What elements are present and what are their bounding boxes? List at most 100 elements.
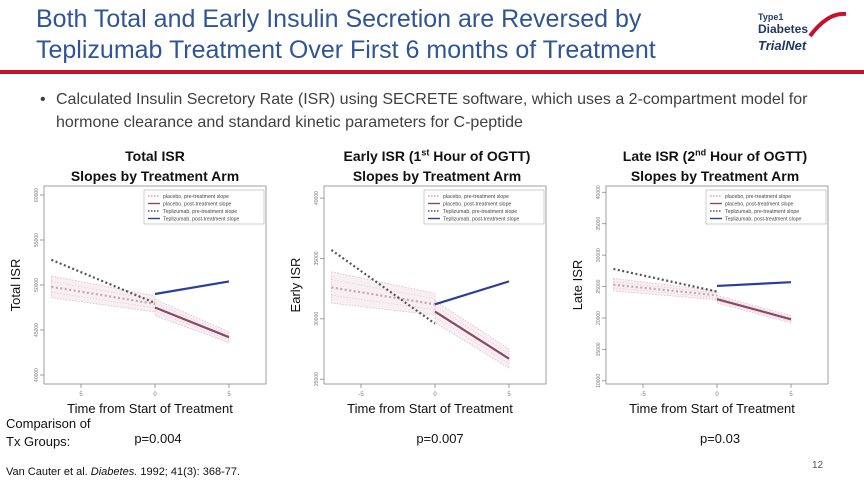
logo-line-2: Diabetes [758,22,809,36]
comparison-label: Comparison of Tx Groups: [6,416,91,449]
citation: Van Cauter et al. Diabetes. 1992; 41(3):… [6,466,240,478]
band-inner-line [716,296,792,318]
legend-entry: Teplizumab, pre-treatment slope [443,209,517,215]
series-line [613,283,718,297]
band-inner-line [331,279,436,300]
band-inner-line [51,281,156,301]
panel-title-line1: Early ISR (1st Hour of OGTT) [307,146,567,166]
legend-entry: placebo, pre-treatment slope [725,194,791,200]
series-line [434,310,510,360]
legend-box [143,189,265,225]
x-tick-label: 0 [433,392,437,398]
citation-journal: Diabetes. [90,466,138,478]
p-value-early: p=0.007 [416,431,464,446]
band-inner-line [51,291,156,309]
trialnet-logo: Type1 Diabetes TrialNet [748,10,848,62]
legend-entry: Teplizumab, post-treatment slope [163,217,240,223]
total-isr-chart: 40000 45000 50000 55000 60000 5 0 5 Total ISR pla… [8,185,267,398]
legend-entry: Teplizumab, pre-treatment slope [163,209,237,215]
x-tick-label: 5 [789,392,793,398]
x-axis-label: Time from Start of Treatment [347,401,513,416]
title-sup: nd [695,147,707,158]
legend-entry: placebo, pre-treatment slope [443,194,509,200]
legend-entry: placebo, pre-treatment slope [163,194,229,200]
confidence-band [51,275,156,313]
citation-authors: Van Cauter et al. [6,466,91,478]
y-axis-label: Late ISR [570,260,585,311]
y-tick-label: 55000 [34,233,40,247]
bullet-text: Calculated Insulin Secretory Rate (ISR) … [56,91,808,131]
series-line [716,281,792,288]
title-post: Hour of OGTT) [706,148,808,164]
y-axis-label: Total ISR [8,259,23,312]
x-tick-label: 5 [79,392,83,398]
y-tick-label: 60000 [34,188,40,202]
band-inner-line [716,300,792,322]
y-tick-label: 40000 [596,185,602,199]
title-pre: Late ISR (2 [622,148,696,164]
y-tick-label: 25000 [314,372,320,386]
title-pre: Early ISR (1 [343,148,422,164]
series-line [331,286,436,306]
title-sup: st [421,147,430,158]
series-line [434,280,510,306]
series-line [50,258,156,305]
band-inner-line [331,294,436,311]
late-isr-chart: 10000 15000 20000 25000 30000 35000 40000 -5 0 5 L… [570,185,829,398]
legend-entry: Teplizumab, pre-treatment slope [725,209,799,215]
legend-entry: placebo, post-treatment slope [163,202,231,208]
y-tick-label: 40000 [34,368,40,382]
y-tick-label: 40000 [314,191,320,205]
legend-box [423,189,545,225]
logo-swoosh-icon [808,11,847,38]
confidence-band [613,277,718,301]
panel-title-line2: Slopes by Treatment Arm [352,168,522,184]
bullet-dot-icon: • [40,91,46,108]
page-number: 12 [812,460,824,471]
confidence-band [154,298,230,344]
citation-details: 1992; 41(3): 368-77. [137,466,241,478]
series-line [154,306,230,339]
p-value-total: p=0.004 [134,431,182,446]
series-line [154,280,230,296]
logo-line-3: TrialNet [758,38,807,53]
series-line [330,249,436,325]
y-tick-label: 30000 [596,248,602,262]
x-tick-label: 0 [153,392,157,398]
band-inner-line [613,287,718,298]
band-inner-line [434,316,510,364]
band-inner-line [434,305,510,355]
band-inner-line [154,303,230,335]
x-tick-label: -5 [358,392,364,398]
panel-title-line1: Total ISR [125,148,185,164]
y-tick-label: 25000 [596,279,602,293]
y-tick-label: 15000 [596,342,602,356]
x-tick-label: 5 [227,392,231,398]
x-axis-label: Time from Start of Treatment [67,401,233,416]
y-tick-label: 35000 [596,217,602,231]
slide-title: Both Total and Early Insulin Secretion a… [36,5,656,64]
y-tick-label: 20000 [596,311,602,325]
x-tick-label: -5 [640,392,646,398]
panel-title-line2: Slopes by Treatment Arm [70,168,240,184]
panel-title-early: Early ISR (1st Hour of OGTT) Slopes by T… [307,146,567,186]
x-axis-label: Time from Start of Treatment [629,401,795,416]
title-post: Hour of OGTT) [429,148,531,164]
legend-box [705,189,827,225]
legend-entry: placebo, post-treatment slope [443,202,511,208]
legend-entry: Teplizumab, post-treatment slope [443,217,520,223]
panel-title-line1: Late ISR (2nd Hour of OGTT) [585,146,845,166]
x-tick-label: 5 [507,392,511,398]
y-tick-label: 50000 [34,278,40,292]
panel-title-total: Total ISR Slopes by Treatment Arm [25,146,285,186]
title-rule [0,70,864,74]
legend-entry: placebo, post-treatment slope [725,202,793,208]
legend-entry: Teplizumab, post-treatment slope [725,217,802,223]
y-tick-label: 10000 [596,374,602,388]
x-tick-label: 0 [715,392,719,398]
panel-title-line2: Slopes by Treatment Arm [630,168,800,184]
y-axis-label: Early ISR [288,258,303,313]
y-tick-label: 35000 [314,251,320,265]
logo-line-1: Type1 [758,12,784,22]
y-tick-label: 30000 [314,312,320,326]
